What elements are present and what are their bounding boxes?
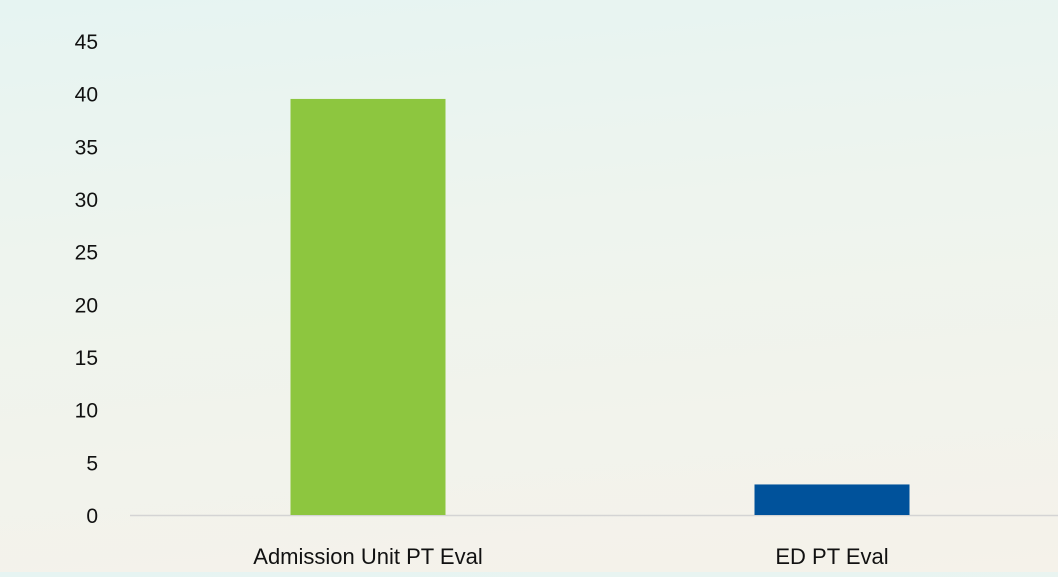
x-category-label: ED PT Eval xyxy=(775,544,888,569)
y-tick-label: 0 xyxy=(86,505,98,528)
y-tick-label: 30 xyxy=(75,189,98,212)
y-axis-tick-labels: 0 5 10 15 20 25 30 35 40 45 xyxy=(75,31,98,528)
bar-ed-pt-eval xyxy=(754,484,910,515)
y-tick-label: 10 xyxy=(75,400,98,423)
y-tick-label: 40 xyxy=(75,84,98,107)
y-tick-label: 20 xyxy=(75,294,98,317)
bars xyxy=(290,98,910,515)
x-axis-category-labels: Admission Unit PT Eval ED PT Eval xyxy=(253,544,888,569)
y-tick-label: 25 xyxy=(75,242,98,265)
y-tick-label: 45 xyxy=(75,31,98,54)
bar-admission-unit-pt-eval xyxy=(290,98,446,515)
y-tick-label: 15 xyxy=(75,347,98,370)
y-tick-label: 5 xyxy=(86,452,98,475)
y-tick-label: 35 xyxy=(75,136,98,159)
x-category-label: Admission Unit PT Eval xyxy=(253,544,482,569)
